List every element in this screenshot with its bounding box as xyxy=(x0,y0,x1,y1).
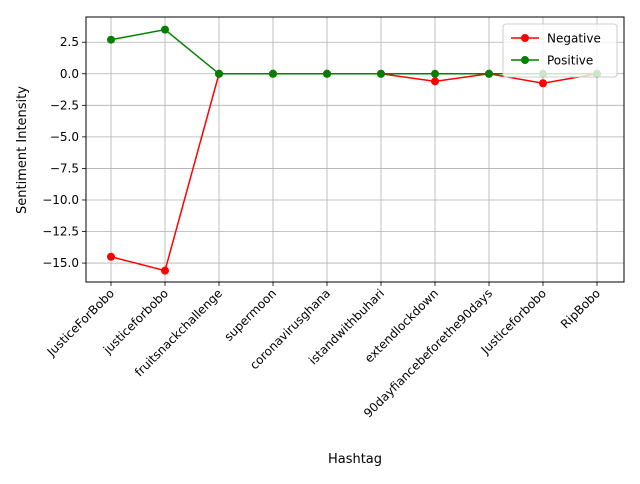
data-point-negative xyxy=(107,252,115,261)
data-point-negative xyxy=(161,266,169,275)
data-point-negative xyxy=(431,77,439,86)
legend-label-negative: Negative xyxy=(547,32,601,46)
data-point-negative xyxy=(539,79,547,88)
data-point-positive xyxy=(377,69,385,78)
data-point-positive xyxy=(431,69,439,78)
x-tick-label: supermoon xyxy=(221,286,279,344)
data-point-positive xyxy=(269,69,277,78)
y-tick-label: 0.0 xyxy=(60,67,79,81)
y-tick-label: −15.0 xyxy=(42,256,79,270)
y-tick-label: −10.0 xyxy=(42,193,79,207)
y-tick-label: 2.5 xyxy=(60,35,79,49)
x-tick-label: RipBobo xyxy=(558,286,603,331)
legend-swatch-marker-negative xyxy=(521,34,529,42)
series-line-negative xyxy=(110,73,598,272)
legend: Negative Positive xyxy=(502,23,618,78)
data-point-positive xyxy=(161,25,169,34)
y-axis-label: Sentiment Intensity xyxy=(15,86,30,214)
y-tick-label: −5.0 xyxy=(50,130,79,144)
data-point-positive xyxy=(323,69,331,78)
y-tick-label: −2.5 xyxy=(50,98,79,112)
data-point-positive xyxy=(215,69,223,78)
legend-label-positive: Positive xyxy=(547,54,593,68)
y-tick-label: −12.5 xyxy=(42,225,79,239)
x-axis-label: Hashtag xyxy=(328,452,382,467)
legend-swatch-marker-positive xyxy=(521,56,529,64)
axes: JusticeForBobojusticeforbobofruitsnackch… xyxy=(42,35,603,420)
data-point-positive xyxy=(107,35,115,44)
plot-frame xyxy=(85,16,625,283)
y-tick-label: −7.5 xyxy=(50,161,79,175)
data-point-positive xyxy=(485,69,493,78)
